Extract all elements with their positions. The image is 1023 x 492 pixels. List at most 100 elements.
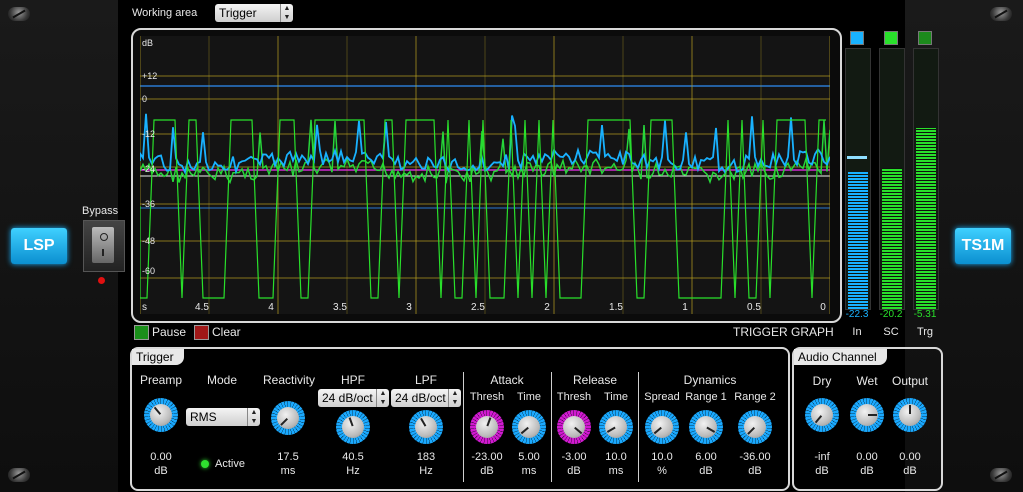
working-area-value: Trigger: [219, 6, 257, 20]
screw-icon: [8, 7, 30, 21]
spread-knob[interactable]: [645, 410, 679, 444]
x-tick-label: 4.5: [195, 302, 209, 313]
x-tick-label: 0: [820, 302, 826, 313]
lsp-logo-button[interactable]: LSP: [11, 228, 67, 264]
dynamics-label: Dynamics: [683, 373, 737, 387]
release-time-unit: ms: [608, 465, 624, 477]
range1-knob[interactable]: [689, 410, 723, 444]
trigger-graph[interactable]: dB +12 0 -12 -24 -36 -48 -60 s 4.5 4 3.5 3 2.5 2 1.5 1 0.…: [140, 36, 830, 314]
wet-knob[interactable]: [850, 398, 884, 432]
x-unit-label: s: [142, 302, 147, 313]
wet-value: 0.00: [856, 451, 878, 463]
spread-unit: %: [657, 465, 667, 477]
output-value: 0.00: [899, 451, 921, 463]
spread-label: Spread: [644, 391, 680, 403]
reactivity-value: 17.5: [277, 451, 299, 463]
release-thresh-unit: dB: [567, 465, 581, 477]
preamp-knob[interactable]: [144, 398, 178, 432]
dry-label: Dry: [812, 374, 832, 388]
x-tick-label: 1: [682, 302, 688, 313]
meter-sc-value: -20.2: [879, 309, 903, 320]
release-thresh-knob[interactable]: [557, 410, 591, 444]
meter-trg-label: Trg: [916, 326, 934, 338]
hpf-unit: Hz: [346, 465, 360, 477]
y-tick-label: -24: [142, 164, 155, 174]
attack-thresh-knob[interactable]: [470, 410, 504, 444]
graph-title: TRIGGER GRAPH: [733, 325, 834, 339]
attack-time-label: Time: [516, 391, 542, 403]
meter-sc-led-icon[interactable]: [884, 31, 898, 45]
working-area-select[interactable]: Trigger ▲ ▼: [215, 4, 293, 22]
y-tick-label: -36: [142, 199, 155, 209]
attack-time-unit: ms: [521, 465, 537, 477]
audio-channel-tab: Audio Channel: [794, 349, 887, 365]
range2-unit: dB: [748, 465, 762, 477]
range1-value: 6.00: [695, 451, 717, 463]
screw-icon: [8, 468, 30, 482]
x-tick-label: 0.5: [747, 302, 761, 313]
divider: [638, 372, 639, 482]
hpf-label: HPF: [341, 373, 365, 387]
meter-in-label: In: [852, 326, 862, 338]
meter-trg: [913, 48, 939, 310]
bypass-label: Bypass: [82, 205, 119, 217]
bypass-switch[interactable]: [83, 220, 125, 272]
mode-select[interactable]: RMS ▲ ▼: [186, 408, 260, 426]
release-time-value: 10.0: [605, 451, 627, 463]
spread-value: 10.0: [651, 451, 673, 463]
lpf-unit: Hz: [419, 465, 433, 477]
lpf-value: 183: [416, 451, 436, 463]
attack-label: Attack: [490, 373, 524, 387]
lpf-slope-value: 24 dB/oct: [395, 391, 446, 405]
range2-knob[interactable]: [738, 410, 772, 444]
x-tick-label: 3: [406, 302, 412, 313]
release-time-label: Time: [603, 391, 629, 403]
audio-channel-panel: [792, 347, 943, 491]
reactivity-knob[interactable]: [271, 401, 305, 435]
attack-thresh-value: -23.00: [471, 451, 503, 463]
release-label: Release: [572, 373, 618, 387]
spinner-arrows-icon: ▲ ▼: [247, 408, 260, 426]
meter-sc-label: SC: [883, 326, 899, 338]
release-time-knob[interactable]: [599, 410, 633, 444]
range2-label: Range 2: [734, 391, 776, 403]
trigger-panel: [130, 347, 790, 491]
hpf-slope-select[interactable]: 24 dB/oct ▲ ▼: [318, 389, 389, 407]
clear-button-icon[interactable]: [194, 325, 209, 340]
reactivity-unit: ms: [280, 465, 296, 477]
meter-in: [845, 48, 871, 310]
lpf-slope-select[interactable]: 24 dB/oct ▲ ▼: [391, 389, 461, 407]
mode-value: RMS: [190, 410, 217, 424]
pause-button-icon[interactable]: [134, 325, 149, 340]
reactivity-label: Reactivity: [262, 373, 315, 387]
meter-in-value: -22.3: [845, 309, 869, 320]
attack-time-value: 5.00: [518, 451, 540, 463]
divider: [463, 372, 464, 482]
plugin-name-button[interactable]: TS1M: [955, 228, 1011, 264]
lpf-label: LPF: [414, 373, 437, 387]
hpf-knob[interactable]: [336, 410, 370, 444]
y-tick-label: +12: [142, 71, 157, 81]
wet-label: Wet: [856, 374, 878, 388]
release-thresh-value: -3.00: [561, 451, 587, 463]
mode-label: Mode: [206, 373, 238, 387]
dry-knob[interactable]: [805, 398, 839, 432]
divider: [551, 372, 552, 482]
attack-time-knob[interactable]: [512, 410, 546, 444]
active-label: Active: [215, 458, 245, 470]
hpf-value: 40.5: [342, 451, 364, 463]
output-knob[interactable]: [893, 398, 927, 432]
meter-trg-value: -5.31: [913, 309, 937, 320]
range1-label: Range 1: [685, 391, 727, 403]
dry-value: -inf: [814, 451, 830, 463]
y-tick-label: -48: [142, 236, 155, 246]
range1-unit: dB: [699, 465, 713, 477]
screw-icon: [990, 468, 1012, 482]
x-tick-label: 1.5: [609, 302, 623, 313]
meter-in-led-icon[interactable]: [850, 31, 864, 45]
x-tick-label: 3.5: [333, 302, 347, 313]
spinner-arrows-icon: ▲ ▼: [280, 4, 293, 22]
meter-trg-led-icon[interactable]: [918, 31, 932, 45]
dry-unit: dB: [815, 465, 829, 477]
lpf-knob[interactable]: [409, 410, 443, 444]
